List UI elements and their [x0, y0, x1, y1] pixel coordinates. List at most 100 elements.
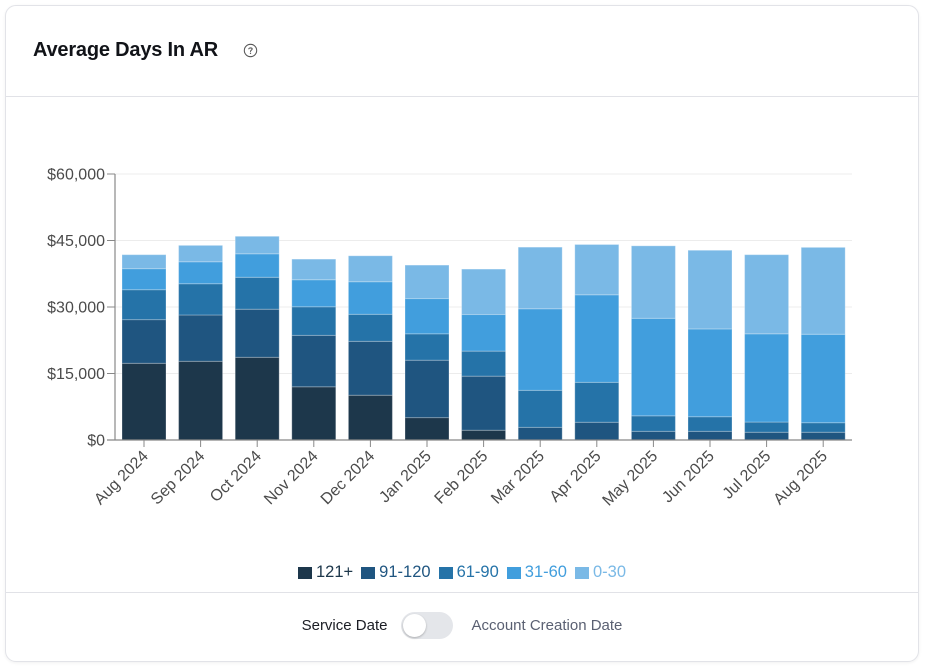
bar-segment[interactable]: [630, 415, 676, 432]
legend-label: 121+: [316, 563, 354, 581]
legend-item[interactable]: 31-60: [506, 563, 567, 582]
bar-segment[interactable]: [630, 317, 676, 417]
bar-segment[interactable]: [347, 255, 393, 283]
x-tick-label: Aug 2024: [91, 448, 152, 509]
x-tick-label: Sep 2024: [148, 448, 209, 509]
x-tick-label: Nov 2024: [261, 448, 322, 509]
bar-segment[interactable]: [461, 429, 507, 441]
bar-segment[interactable]: [687, 430, 733, 441]
legend-swatch: [298, 566, 312, 579]
x-tick-label: May 2025: [600, 448, 662, 510]
legend-item[interactable]: 121+: [298, 563, 353, 582]
bar-segment[interactable]: [178, 283, 224, 316]
y-tick-label: $15,000: [47, 366, 105, 383]
x-tick-label: Feb 2025: [432, 448, 492, 508]
card-footer: Service Date Account Creation Date: [6, 592, 918, 663]
bar-segment[interactable]: [234, 308, 280, 358]
bar-segment[interactable]: [291, 334, 337, 388]
bar-segment[interactable]: [178, 360, 224, 441]
bar-segment[interactable]: [574, 243, 620, 296]
legend-item[interactable]: 0-30: [574, 563, 626, 582]
x-tick-label: Jan 2025: [376, 448, 435, 507]
legend-swatch: [506, 566, 521, 579]
bar-segment[interactable]: [178, 314, 224, 362]
bar-segment[interactable]: [800, 246, 846, 335]
legend-swatch: [574, 566, 589, 579]
bar-segment[interactable]: [744, 421, 790, 433]
bar-segment[interactable]: [404, 333, 450, 361]
question-circle-icon[interactable]: [243, 43, 258, 58]
bar-segment[interactable]: [234, 276, 280, 310]
x-tick-label: Aug 2025: [771, 448, 832, 509]
legend-label: 31-60: [524, 563, 567, 581]
bar-segment[interactable]: [404, 298, 450, 335]
bar-segment[interactable]: [121, 319, 167, 364]
chart-legend: 121+ 91-120 61-90 31-60 0-30: [6, 563, 918, 584]
bar-segment[interactable]: [121, 254, 167, 270]
x-tick-label: Jul 2025: [720, 448, 775, 503]
bar-segment[interactable]: [800, 422, 846, 433]
bar-segment[interactable]: [461, 268, 507, 316]
y-tick-label: $60,000: [47, 167, 105, 184]
bar-segment[interactable]: [461, 375, 507, 431]
date-basis-toggle[interactable]: [401, 612, 454, 639]
bar-segment[interactable]: [574, 294, 620, 383]
bar-segment[interactable]: [234, 253, 280, 278]
bar-segment[interactable]: [744, 254, 790, 335]
y-tick-label: $45,000: [47, 233, 105, 250]
bar-segment[interactable]: [121, 289, 167, 321]
bar-segment[interactable]: [687, 328, 733, 418]
bar-segment[interactable]: [630, 245, 676, 319]
y-tick-label: $0: [87, 433, 105, 450]
x-tick-label: Dec 2024: [318, 448, 379, 509]
bar-segment[interactable]: [461, 314, 507, 352]
bar-segment[interactable]: [800, 431, 846, 441]
service-date-label[interactable]: Service Date: [301, 617, 388, 634]
bar-segment[interactable]: [121, 362, 167, 441]
x-tick-label: Jun 2025: [659, 448, 718, 507]
y-tick-label: $30,000: [47, 300, 105, 317]
bar-segment[interactable]: [178, 261, 224, 285]
bar-segment[interactable]: [574, 381, 620, 423]
bar-segment[interactable]: [461, 350, 507, 377]
bar-segment[interactable]: [517, 308, 563, 391]
bar-segment[interactable]: [347, 313, 393, 342]
bar-segment[interactable]: [347, 281, 393, 315]
bar-segment[interactable]: [517, 246, 563, 310]
bar-segment[interactable]: [178, 244, 224, 263]
legend-item[interactable]: 61-90: [438, 563, 499, 582]
x-tick-label: Oct 2024: [207, 448, 265, 506]
bar-segment[interactable]: [517, 426, 563, 441]
bar-segment[interactable]: [687, 249, 733, 330]
bar-segment[interactable]: [744, 333, 790, 423]
bar-segment[interactable]: [291, 386, 337, 441]
legend-item[interactable]: 91-120: [361, 563, 431, 582]
legend-swatch: [361, 566, 376, 579]
bar-segment[interactable]: [517, 389, 563, 428]
bar-segment[interactable]: [234, 356, 280, 441]
account-creation-date-label[interactable]: Account Creation Date: [471, 617, 623, 634]
bar-segment[interactable]: [121, 268, 167, 291]
bar-segment[interactable]: [687, 416, 733, 432]
bar-segment[interactable]: [630, 430, 676, 441]
bar-segment[interactable]: [291, 306, 337, 336]
bar-segment[interactable]: [800, 333, 846, 424]
legend-label: 0-30: [592, 563, 626, 581]
date-basis-toggle-row: Service Date Account Creation Date: [6, 612, 918, 639]
chart-title: Average Days In AR: [33, 39, 218, 61]
stacked-bar-chart: $0 $15,000 $30,000 $45,000 $60,000 Aug 2024Se…: [47, 167, 852, 510]
bar-segment[interactable]: [234, 235, 280, 255]
bar-segment[interactable]: [291, 279, 337, 308]
bar-segment[interactable]: [744, 431, 790, 441]
x-tick-label: Apr 2025: [547, 448, 605, 506]
bar-segment[interactable]: [404, 359, 450, 419]
bar-segment[interactable]: [347, 340, 393, 396]
toggle-knob[interactable]: [403, 614, 427, 637]
bar-segment[interactable]: [404, 417, 450, 441]
x-tick-label: Mar 2025: [488, 448, 548, 508]
bar-segment[interactable]: [574, 421, 620, 441]
legend-swatch: [438, 566, 453, 579]
bar-segment[interactable]: [347, 394, 393, 441]
bar-segment[interactable]: [291, 258, 337, 281]
bar-segment[interactable]: [404, 264, 450, 300]
